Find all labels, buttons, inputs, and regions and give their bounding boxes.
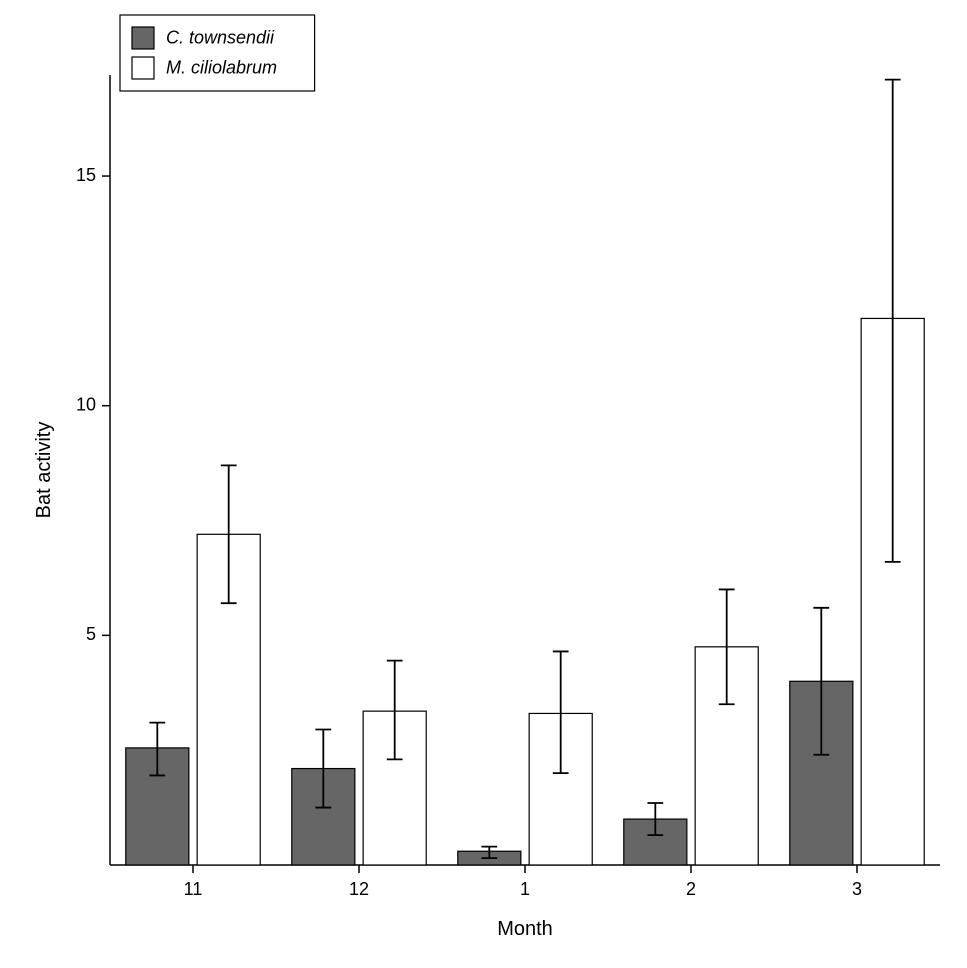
- legend-swatch: [132, 57, 154, 79]
- x-tick-label: 1: [520, 879, 530, 899]
- x-tick-label: 11: [184, 879, 203, 899]
- y-tick-label: 15: [76, 165, 96, 185]
- x-axis-label: Month: [497, 918, 553, 940]
- x-tick-label: 3: [852, 879, 862, 899]
- chart-svg: 51015Bat activity1112123MonthC. townsend…: [0, 0, 967, 968]
- legend-swatch: [132, 27, 154, 49]
- y-axis-label: Bat activity: [33, 422, 55, 519]
- x-tick-label: 2: [686, 879, 696, 899]
- legend-label: M. ciliolabrum: [166, 58, 277, 78]
- y-tick-label: 10: [76, 394, 96, 414]
- y-tick-label: 5: [86, 624, 96, 644]
- x-tick-label: 12: [349, 879, 369, 899]
- legend-label: C. townsendii: [166, 28, 275, 48]
- bat-activity-chart: 51015Bat activity1112123MonthC. townsend…: [0, 0, 967, 968]
